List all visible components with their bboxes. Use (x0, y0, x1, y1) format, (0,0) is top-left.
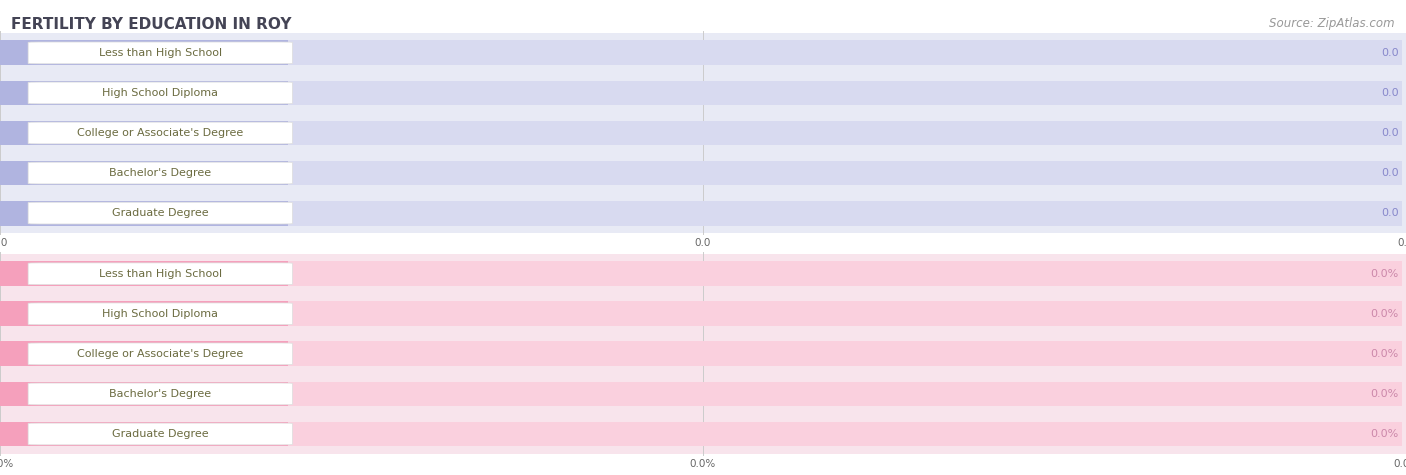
FancyBboxPatch shape (28, 122, 292, 144)
Bar (0, 81, 288, 105)
Bar (0, 381, 288, 406)
Text: 0.0: 0.0 (1381, 208, 1399, 218)
Bar (3, 261, 1403, 286)
Bar (3, 161, 1403, 185)
Text: 0.0%: 0.0% (1371, 349, 1399, 359)
Text: Less than High School: Less than High School (98, 269, 222, 279)
Text: Bachelor's Degree: Bachelor's Degree (110, 389, 211, 399)
Text: 0.0: 0.0 (1381, 48, 1399, 58)
Bar (0, 200, 288, 226)
Text: Bachelor's Degree: Bachelor's Degree (110, 168, 211, 178)
FancyBboxPatch shape (28, 303, 292, 325)
Bar (0, 421, 288, 446)
Text: Less than High School: Less than High School (98, 48, 222, 58)
Text: FERTILITY BY EDUCATION IN ROY: FERTILITY BY EDUCATION IN ROY (11, 17, 292, 32)
Bar (3, 81, 1403, 105)
Text: High School Diploma: High School Diploma (103, 88, 218, 98)
Text: 0.0%: 0.0% (1371, 389, 1399, 399)
Bar (3, 40, 1403, 66)
Text: 0.0%: 0.0% (1371, 429, 1399, 439)
Text: Source: ZipAtlas.com: Source: ZipAtlas.com (1270, 17, 1395, 29)
FancyBboxPatch shape (28, 162, 292, 184)
Text: 0.0: 0.0 (1381, 88, 1399, 98)
Bar (3, 342, 1403, 366)
Bar (0, 254, 1406, 294)
Text: Graduate Degree: Graduate Degree (112, 429, 208, 439)
FancyBboxPatch shape (28, 42, 292, 64)
Bar (3, 200, 1403, 226)
FancyBboxPatch shape (28, 423, 292, 445)
Text: Graduate Degree: Graduate Degree (112, 208, 208, 218)
Text: 0.0: 0.0 (1381, 168, 1399, 178)
Bar (0, 374, 1406, 414)
Bar (3, 421, 1403, 446)
Bar (0, 33, 1406, 73)
FancyBboxPatch shape (28, 202, 292, 224)
FancyBboxPatch shape (28, 383, 292, 405)
Bar (0, 414, 1406, 454)
Bar (0, 294, 1406, 334)
Bar (0, 73, 1406, 113)
Text: College or Associate's Degree: College or Associate's Degree (77, 349, 243, 359)
Text: 0.0%: 0.0% (1371, 269, 1399, 279)
FancyBboxPatch shape (28, 82, 292, 104)
Bar (3, 302, 1403, 326)
Bar (0, 161, 288, 185)
FancyBboxPatch shape (28, 263, 292, 285)
Bar (0, 342, 288, 366)
Bar (0, 113, 1406, 153)
Bar (0, 153, 1406, 193)
Text: College or Associate's Degree: College or Associate's Degree (77, 128, 243, 138)
Bar (0, 334, 1406, 374)
Text: High School Diploma: High School Diploma (103, 309, 218, 319)
Bar (0, 261, 288, 286)
Bar (3, 121, 1403, 145)
Bar (0, 40, 288, 66)
Bar (3, 381, 1403, 406)
Text: 0.0: 0.0 (1381, 128, 1399, 138)
Text: 0.0%: 0.0% (1371, 309, 1399, 319)
Bar (0, 193, 1406, 233)
FancyBboxPatch shape (28, 343, 292, 365)
Bar (0, 121, 288, 145)
Bar (0, 302, 288, 326)
